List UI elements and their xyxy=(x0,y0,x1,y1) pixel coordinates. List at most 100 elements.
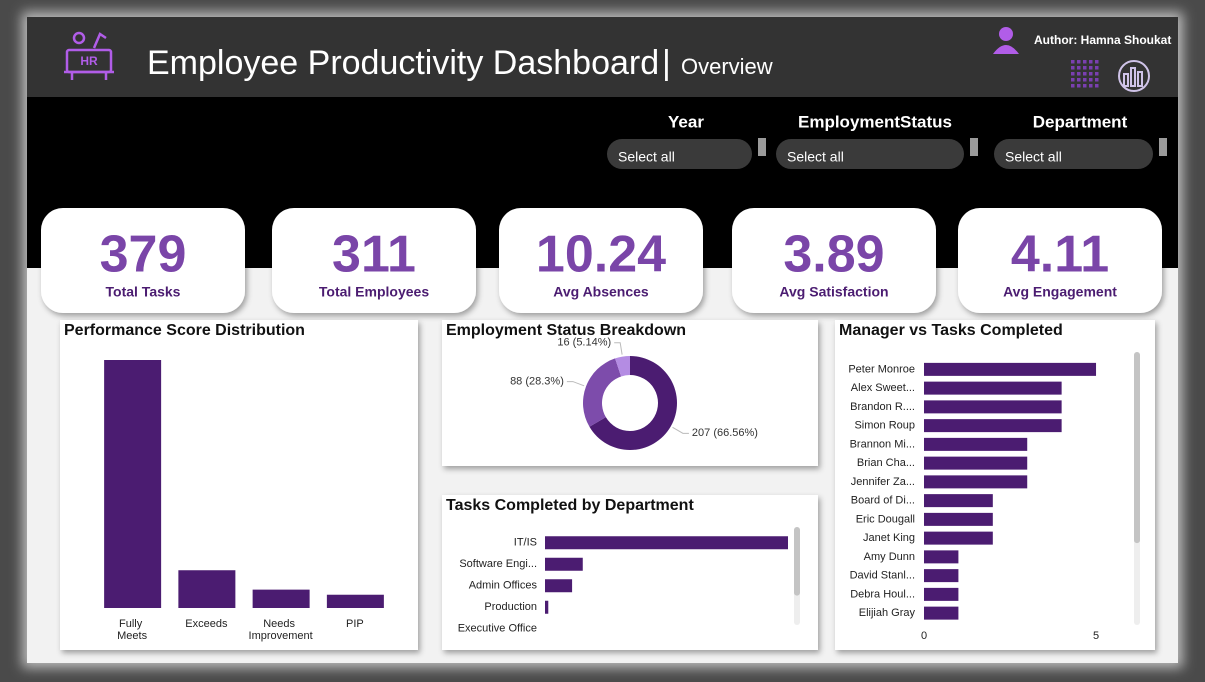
grid-icon-dot xyxy=(1071,84,1075,88)
y-tick-label: Amy Dunn xyxy=(864,551,915,563)
kpi-label: Total Tasks xyxy=(106,284,181,300)
leader-line xyxy=(672,426,689,434)
grid-icon-dot xyxy=(1077,60,1081,64)
grid-icon-dot xyxy=(1083,84,1087,88)
chart-icon xyxy=(1118,60,1150,92)
y-tick-label: Software Engi... xyxy=(459,558,537,570)
grid-icon-dot xyxy=(1089,60,1093,64)
filter-value[interactable]: Select all xyxy=(787,149,844,165)
filter-dropdown[interactable] xyxy=(776,139,964,169)
leader-line xyxy=(566,381,585,387)
bar xyxy=(545,557,583,571)
kpi-value: 379 xyxy=(100,226,187,284)
grid-icon-dot xyxy=(1083,60,1087,64)
kpi-label: Avg Absences xyxy=(553,284,649,300)
y-tick-label: Brannon Mi... xyxy=(850,438,915,450)
filter-handle xyxy=(970,138,978,156)
bar xyxy=(924,550,959,564)
chart-title: Tasks Completed by Department xyxy=(446,497,694,514)
filter-handle xyxy=(1159,138,1167,156)
bar xyxy=(924,456,1028,470)
grid-icon-dot xyxy=(1077,78,1081,82)
y-tick-label: Simon Roup xyxy=(854,420,915,432)
chart-title: Manager vs Tasks Completed xyxy=(839,322,1063,339)
y-tick-label: Jennifer Za... xyxy=(851,476,915,488)
y-tick-label: Production xyxy=(484,601,537,613)
author-icon xyxy=(993,27,1019,54)
kpi-value: 10.24 xyxy=(536,226,666,284)
hr-icon xyxy=(64,31,114,80)
chart-panel xyxy=(442,495,818,650)
bar xyxy=(924,587,959,601)
chart-title: Performance Score Distribution xyxy=(64,322,305,339)
grid-icon-dot xyxy=(1089,84,1093,88)
bar xyxy=(924,362,1097,376)
grid-icon-dot xyxy=(1071,60,1075,64)
bar xyxy=(924,494,993,508)
bar xyxy=(924,475,1028,489)
kpi-label: Total Employees xyxy=(319,284,429,300)
bar xyxy=(924,606,959,620)
kpi-card xyxy=(272,208,476,313)
data-label: 88 (28.3%) xyxy=(510,375,564,387)
grid-icon-dot xyxy=(1083,66,1087,70)
filter-dropdown[interactable] xyxy=(607,139,752,169)
bar xyxy=(924,437,1028,451)
pie-slice xyxy=(583,358,622,427)
bar xyxy=(104,360,162,608)
x-tick-label: Fully Meets xyxy=(117,618,147,642)
y-tick-label: Brian Cha... xyxy=(857,457,915,469)
bar xyxy=(924,400,1062,414)
grid-icon-dot xyxy=(1095,66,1099,70)
y-tick-label: Peter Monroe xyxy=(848,363,915,375)
author: Author: Hamna Shoukat xyxy=(1034,33,1171,47)
bar xyxy=(178,570,236,608)
scroll-thumb[interactable] xyxy=(1134,352,1140,544)
y-tick-label: Executive Office xyxy=(458,623,537,635)
kpi-label: Avg Engagement xyxy=(1003,284,1117,300)
grid-icon-dot xyxy=(1071,66,1075,70)
filter-label: Year xyxy=(668,112,704,131)
grid-icon-dot xyxy=(1071,72,1075,76)
y-tick-label: David Stanl... xyxy=(850,570,915,582)
filter-dropdown[interactable] xyxy=(994,139,1153,169)
scroll-thumb[interactable] xyxy=(794,527,800,596)
pie-slice xyxy=(615,355,630,377)
kpi-value: 311 xyxy=(332,226,416,284)
bar xyxy=(924,381,1062,395)
x-tick-label: Exceeds xyxy=(185,618,228,630)
y-tick-label: Elijiah Gray xyxy=(859,607,916,619)
title-separator: | xyxy=(662,44,671,82)
grid-icon-dot xyxy=(1095,60,1099,64)
kpi-card xyxy=(732,208,936,313)
kpi-card xyxy=(41,208,245,313)
x-tick-label: PIP xyxy=(346,618,364,630)
filter-value[interactable]: Select all xyxy=(1005,149,1062,165)
hr-icon-text: HR xyxy=(80,54,98,68)
kpi-value: 4.11 xyxy=(1011,226,1109,284)
y-tick-label: IT/IS xyxy=(514,537,537,549)
filter-handle xyxy=(758,138,766,156)
x-tick-label: 0 xyxy=(921,630,927,642)
pie-slice xyxy=(589,356,677,450)
grid-icon-dot xyxy=(1095,72,1099,76)
filter-value[interactable]: Select all xyxy=(618,149,675,165)
kpi-value: 3.89 xyxy=(783,226,884,284)
grid-icon-dot xyxy=(1083,78,1087,82)
grid-icon-dot xyxy=(1077,66,1081,70)
x-tick-label: Needs Improvement xyxy=(249,618,313,642)
grid-icon-dot xyxy=(1089,66,1093,70)
bar xyxy=(326,594,384,608)
header-bar xyxy=(27,17,1178,97)
grid-icon-dot xyxy=(1089,78,1093,82)
data-label: 207 (66.56%) xyxy=(692,427,758,439)
grid-icon-dot xyxy=(1077,72,1081,76)
dashboard-subtitle: Overview xyxy=(681,54,773,79)
y-tick-label: Brandon R.... xyxy=(850,401,915,413)
bar xyxy=(545,600,549,614)
y-tick-label: Eric Dougall xyxy=(856,513,915,525)
grid-icon-dot xyxy=(1095,78,1099,82)
chart-title: Employment Status Breakdown xyxy=(446,322,686,339)
bar xyxy=(924,569,959,583)
